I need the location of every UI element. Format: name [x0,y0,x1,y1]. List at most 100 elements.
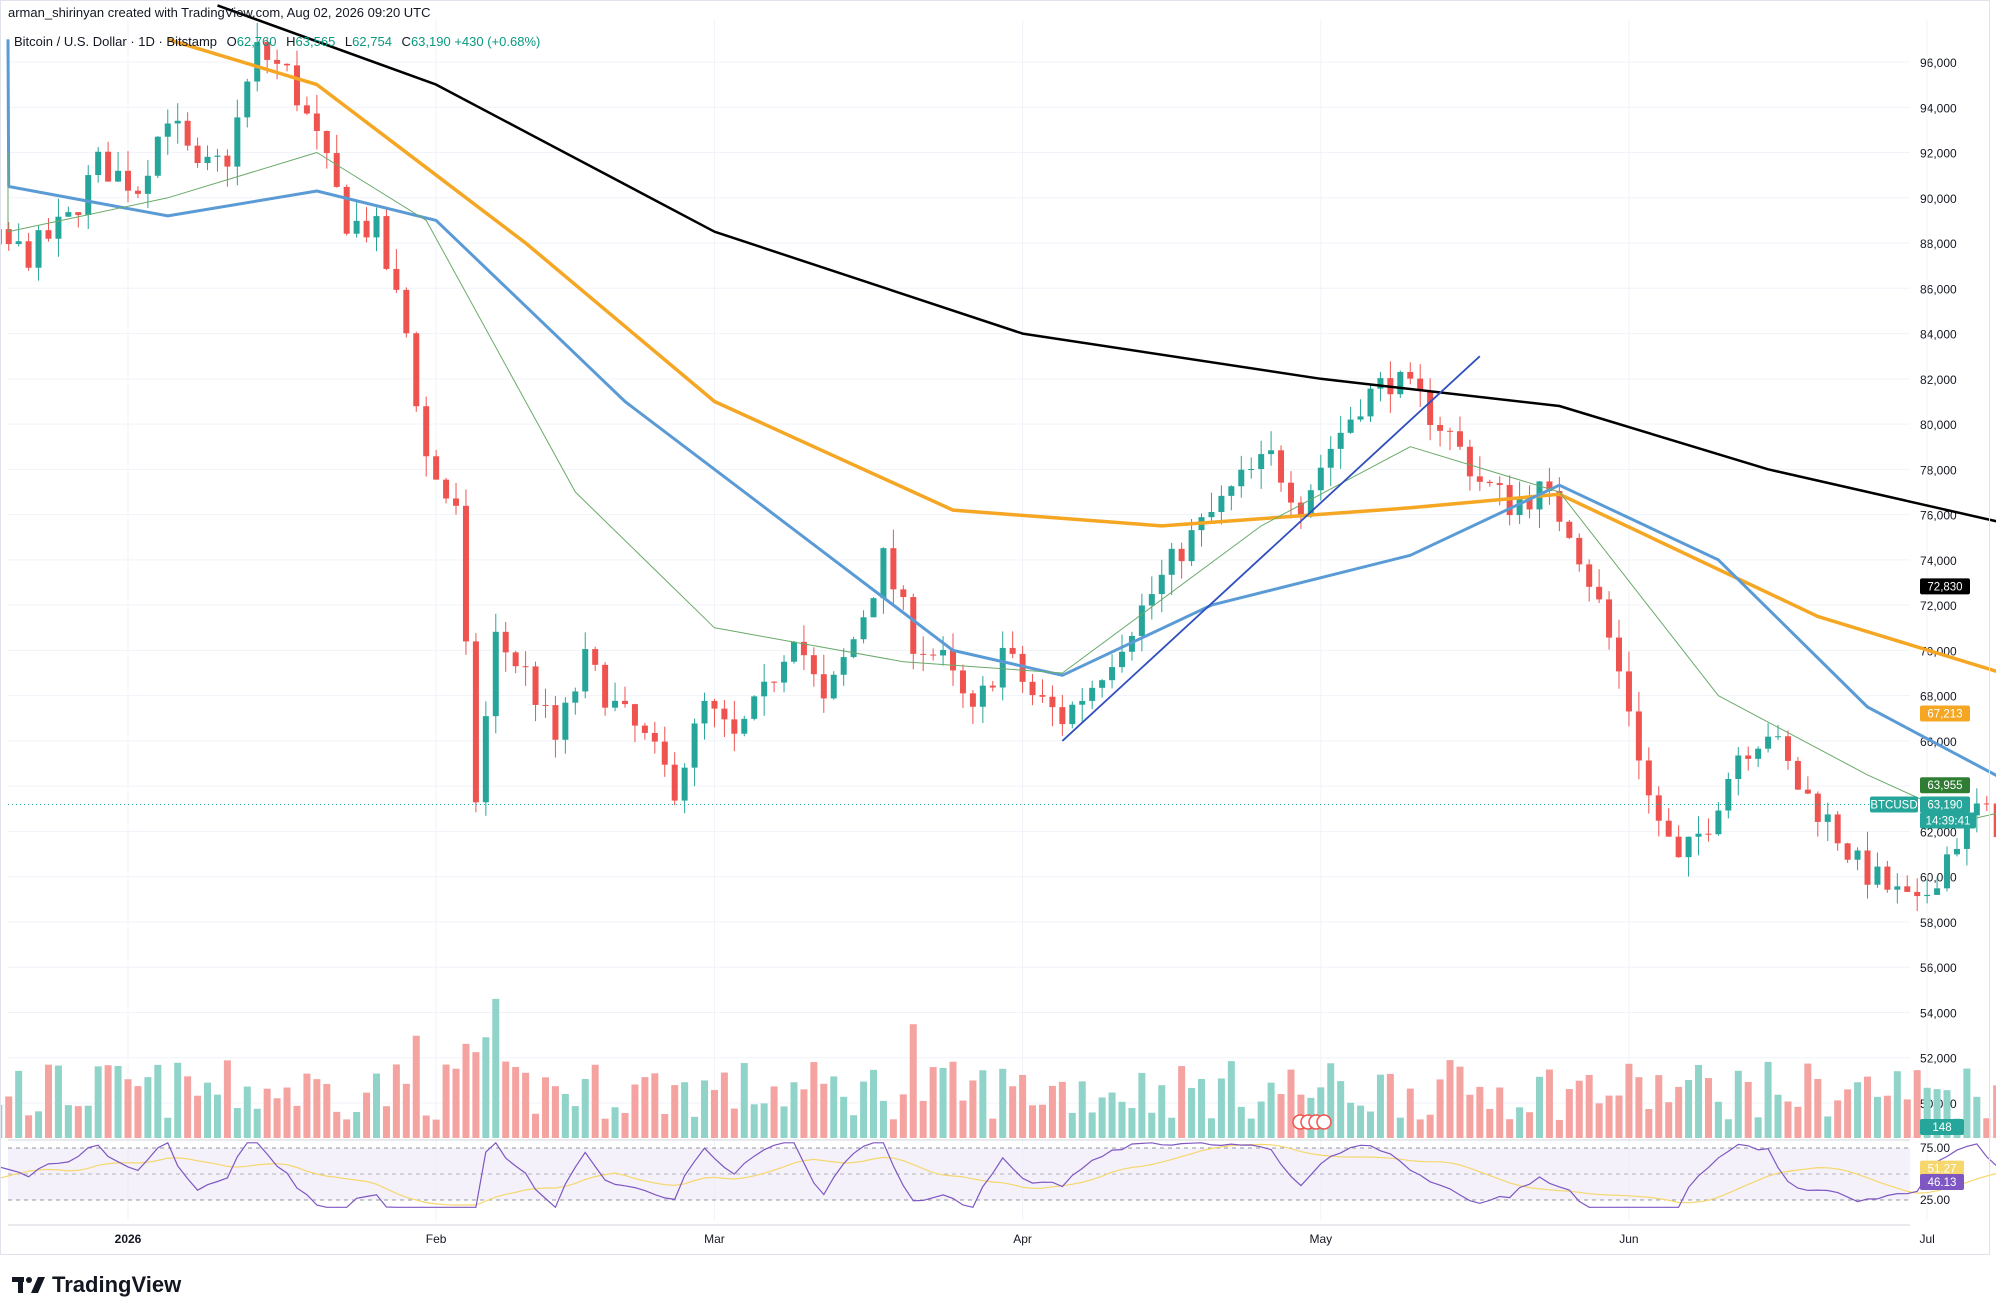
candle-up [761,681,768,697]
candle-up [850,639,857,658]
candle-down [552,705,559,740]
candle-down [631,704,638,726]
volume-bar-down [1655,1075,1663,1138]
candle-down [969,693,976,707]
candle-up [1953,848,1960,855]
candle-down [1884,866,1891,890]
volume-bar-up [1357,1105,1365,1138]
volume-bar-down [1029,1105,1037,1138]
volume-bar-down [1476,1086,1484,1138]
date-tick-label: Jul [1919,1232,1934,1246]
volume-bar-down [661,1113,669,1138]
volume-bar-down [1615,1095,1623,1138]
candle-down [264,42,271,60]
volume-bar-up [174,1062,182,1138]
candle-down [333,153,340,187]
volume-bar-down [989,1118,997,1138]
volume-bar-down [641,1077,649,1138]
candle-up [164,123,171,137]
candle-up [1119,651,1125,668]
candle-up [353,220,360,234]
candle-down [1526,498,1533,510]
candle-up [1854,850,1861,860]
candle-down [413,333,420,407]
volume-bar-up [1724,1119,1732,1138]
volume-bar-down [1794,1106,1802,1138]
candle-up [1944,854,1951,889]
volume-bar-up [144,1077,152,1138]
chart-credit: arman_shirinyan created with TradingView… [8,5,431,20]
candle-down [1407,371,1414,379]
candle-down [1417,378,1424,391]
candle-up [1735,755,1742,779]
volume-bar-down [1704,1078,1712,1138]
volume-bar-down [402,1083,410,1138]
candle-down [1804,789,1811,794]
candle-down [1586,564,1593,587]
candle-up [1894,886,1901,890]
volume-bar-up [373,1073,380,1138]
price-tick-label: 88,000 [1920,237,1957,251]
tradingview-logo[interactable]: TradingView [12,1272,181,1298]
ma20-value-label: 63,955 [1927,780,1962,792]
volume-bar-up [114,1065,122,1138]
candle-up [1168,548,1175,575]
volume-bar-down [522,1072,530,1138]
volume-bar-up [1198,1079,1206,1138]
candle-down [1566,521,1573,538]
volume-bar-down [1903,1099,1911,1138]
candle-down [1009,647,1016,654]
date-tick-label: May [1309,1232,1332,1246]
candle-up [582,649,589,692]
price-tick-label: 86,000 [1920,282,1957,296]
candle-down [274,59,281,64]
candle-down [641,725,648,733]
volume-bar-down [651,1073,659,1138]
candle-up [572,691,579,703]
candle-down [443,479,450,499]
volume-bar-down [1675,1086,1683,1138]
candle-down [1606,599,1613,638]
volume-bar-down [959,1100,967,1138]
volume-bar-up [571,1106,579,1138]
candle-up [781,661,788,683]
volume-bar-up [1933,1089,1941,1138]
candle-down [323,130,330,154]
volume-bar-up [1516,1107,1524,1138]
volume-bar-down [432,1119,440,1138]
candle-up [0,229,2,245]
volume-bar-down [1555,1119,1563,1138]
candle-up [860,617,867,640]
candle-down [453,498,460,506]
rsi-value-label: 46.13 [1928,1177,1957,1189]
volume-bar-up [1714,1101,1722,1138]
price-tick-label: 74,000 [1920,554,1957,568]
candle-down [542,704,549,706]
candle-down [184,120,191,146]
volume-bar-up [1337,1081,1345,1138]
volume-bar-up [1685,1079,1693,1138]
volume-bar-down [1009,1086,1017,1138]
volume-bar-up [54,1065,62,1138]
volume-bar-up [1376,1074,1384,1138]
candle-up [174,120,181,124]
candle-down [393,268,400,290]
volume-bar-down [591,1064,599,1138]
ma200-value-label: 72,830 [1927,581,1962,593]
candle-up [85,175,92,215]
candle-down [1625,671,1632,712]
volume-bar-up [64,1105,72,1138]
candle-up [1924,894,1931,897]
volume-bar-up [701,1080,709,1138]
ma100-value-label: 67,213 [1927,708,1962,720]
candle-up [482,716,489,803]
volume-bar-down [1834,1100,1842,1138]
volume-bar-down [671,1085,679,1138]
volume-bar-down [899,1094,907,1138]
rsi-tick-label: 75.00 [1920,1141,1950,1155]
candle-up [1258,454,1265,469]
volume-bar-down [25,1115,33,1138]
volume-bar-up [1327,1063,1335,1138]
volume-bar-up [154,1064,162,1138]
